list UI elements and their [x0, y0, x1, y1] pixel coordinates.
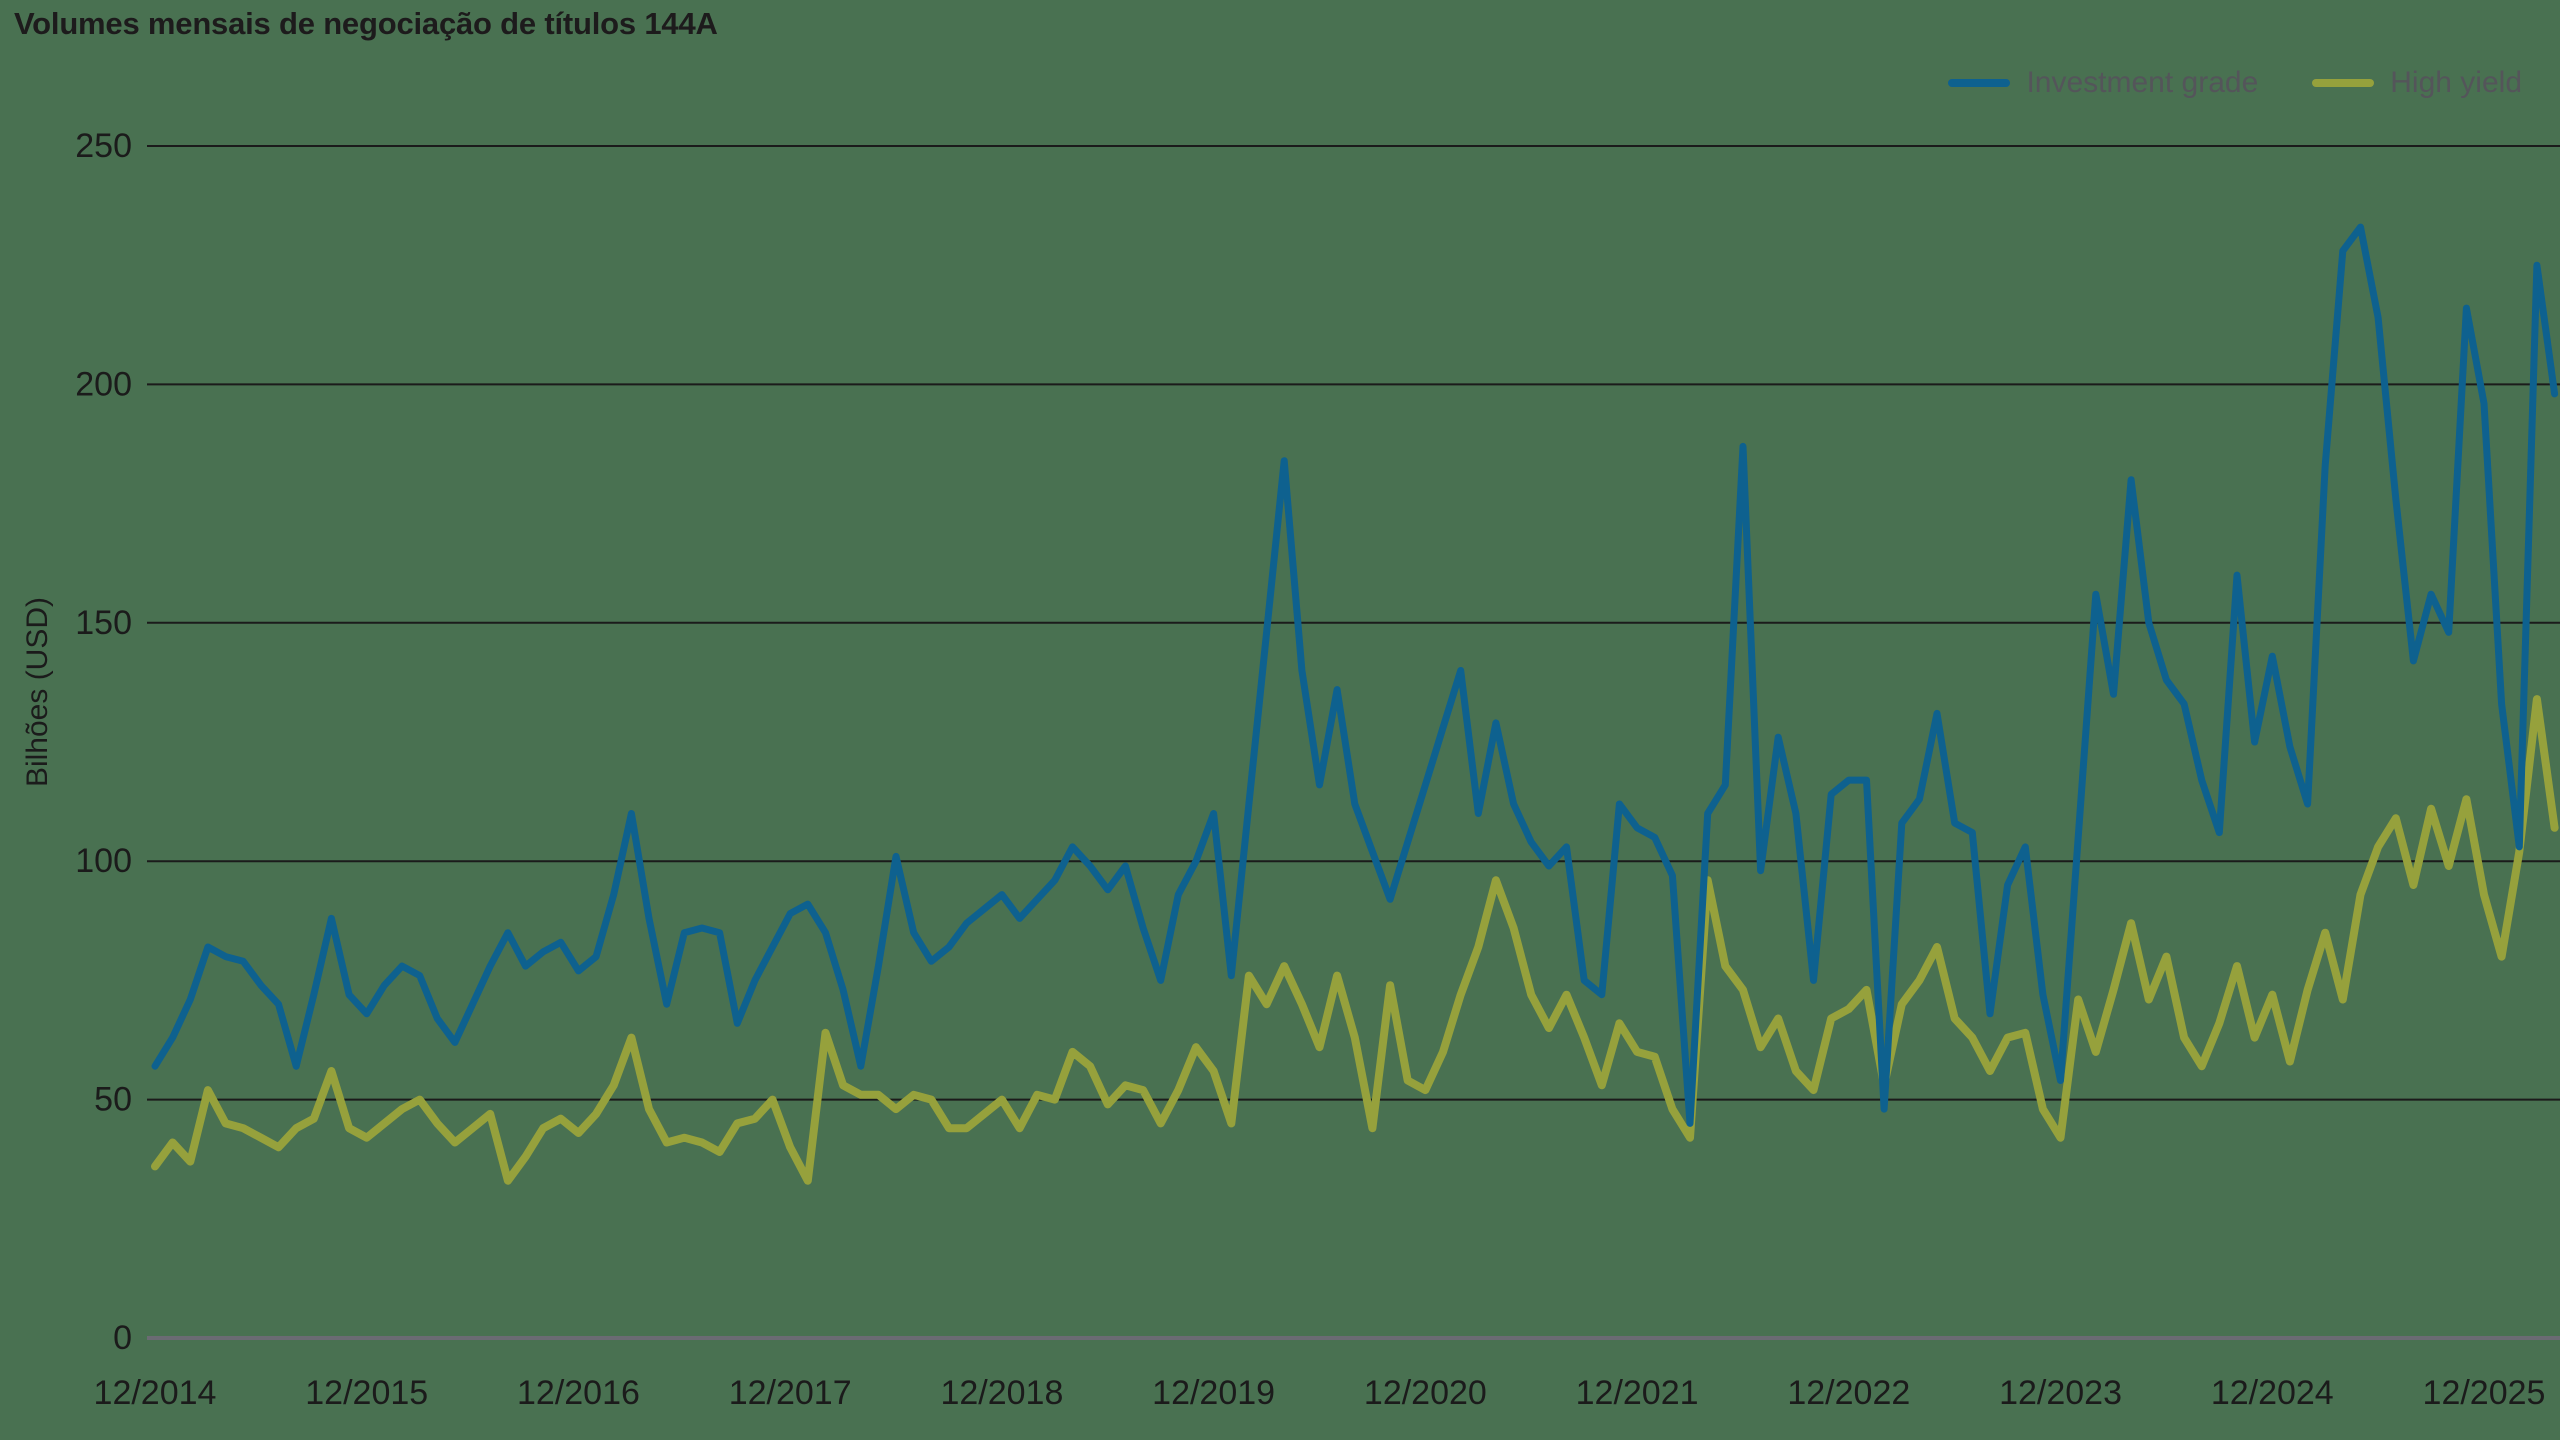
- x-tick-label-12-2024: 12/2024: [2211, 1374, 2334, 1412]
- series-line-high-yield: [151, 695, 2559, 1185]
- x-tick-label-12-2022: 12/2022: [1787, 1374, 1910, 1412]
- legend-label-investment-grade: Investment grade: [2026, 66, 2259, 99]
- y-tick-label-100: 100: [75, 842, 132, 880]
- legend-item-high-yield: High yield: [2312, 66, 2522, 100]
- y-tick-label-50: 50: [94, 1081, 132, 1119]
- y-tick-label-200: 200: [75, 365, 132, 403]
- legend: Investment grade High yield: [1948, 66, 2522, 100]
- x-tick-label-12-2018: 12/2018: [940, 1374, 1063, 1412]
- x-tick-label-12-2014: 12/2014: [94, 1374, 217, 1412]
- x-tick-label-12-2023: 12/2023: [1999, 1374, 2122, 1412]
- x-tick-label-12-2016: 12/2016: [517, 1374, 640, 1412]
- y-tick-label-150: 150: [75, 604, 132, 642]
- legend-item-investment-grade: Investment grade: [1948, 66, 2258, 100]
- x-tick-label-12-2021: 12/2021: [1576, 1374, 1699, 1412]
- chart-title: Volumes mensais de negociação de títulos…: [14, 6, 718, 41]
- x-tick-label-12-2020: 12/2020: [1364, 1374, 1487, 1412]
- investment-grade-line-swatch-icon: [1948, 79, 2011, 87]
- legend-label-high-yield: High yield: [2390, 66, 2522, 99]
- x-tick-label-12-2025: 12/2025: [2423, 1374, 2546, 1412]
- high-yield-line-swatch-icon: [2312, 79, 2375, 87]
- y-tick-label-250: 250: [75, 127, 132, 165]
- x-tick-label-12-2017: 12/2017: [729, 1374, 852, 1412]
- x-tick-label-12-2015: 12/2015: [305, 1374, 428, 1412]
- series-line-investment-grade: [151, 223, 2559, 1127]
- y-tick-label-0: 0: [113, 1319, 132, 1357]
- x-tick-label-12-2019: 12/2019: [1152, 1374, 1275, 1412]
